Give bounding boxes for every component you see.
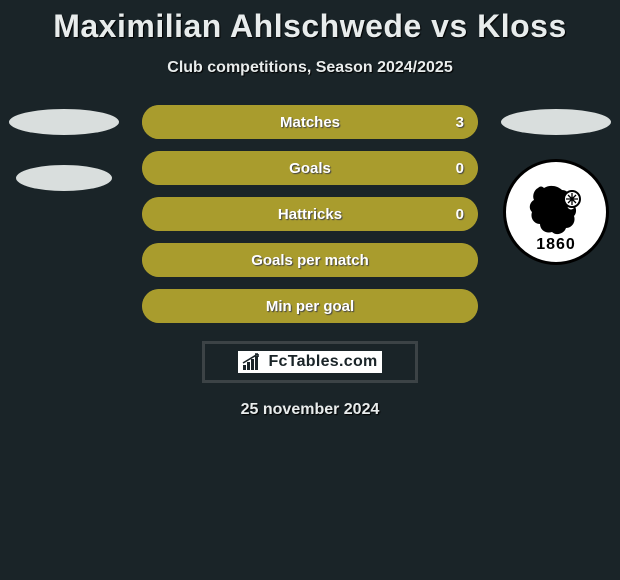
stat-value-right: 0 — [456, 206, 464, 223]
stat-value-right: 0 — [456, 160, 464, 177]
badge-year: 1860 — [536, 236, 576, 254]
stat-row: Goals 0 — [142, 151, 478, 185]
page-title: Maximilian Ahlschwede vs Kloss — [0, 0, 620, 45]
player-left-column — [4, 105, 124, 191]
fctables-inner: FcTables.com — [238, 351, 381, 373]
stat-label: Goals per match — [251, 252, 369, 269]
player-left-avatar-placeholder — [9, 109, 119, 135]
stat-fill-right — [310, 151, 478, 185]
stat-row: Goals per match — [142, 243, 478, 277]
stat-row: Hattricks 0 — [142, 197, 478, 231]
stat-value-right: 3 — [456, 114, 464, 131]
player-right-column: 1860 — [496, 105, 616, 265]
stat-label: Matches — [280, 114, 340, 131]
stat-fill-left — [142, 151, 310, 185]
stat-row: Matches 3 — [142, 105, 478, 139]
player-right-avatar-placeholder — [501, 109, 611, 135]
stat-row: Min per goal — [142, 289, 478, 323]
stat-label: Goals — [289, 160, 331, 177]
stat-label: Hattricks — [278, 206, 342, 223]
comparison-container: Matches 3 Goals 0 Hattricks 0 Goals per match M… — [0, 105, 620, 323]
stats-column: Matches 3 Goals 0 Hattricks 0 Goals per match M… — [142, 105, 478, 323]
stat-label: Min per goal — [266, 298, 354, 315]
footer-date: 25 november 2024 — [0, 401, 620, 419]
fctables-label: FcTables.com — [268, 353, 377, 371]
fctables-attribution: FcTables.com — [202, 341, 418, 383]
club-badge-1860: 1860 — [503, 159, 609, 265]
lion-icon — [526, 184, 586, 240]
bars-icon — [242, 353, 264, 371]
player-left-club-placeholder — [16, 165, 112, 191]
subtitle: Club competitions, Season 2024/2025 — [0, 59, 620, 77]
